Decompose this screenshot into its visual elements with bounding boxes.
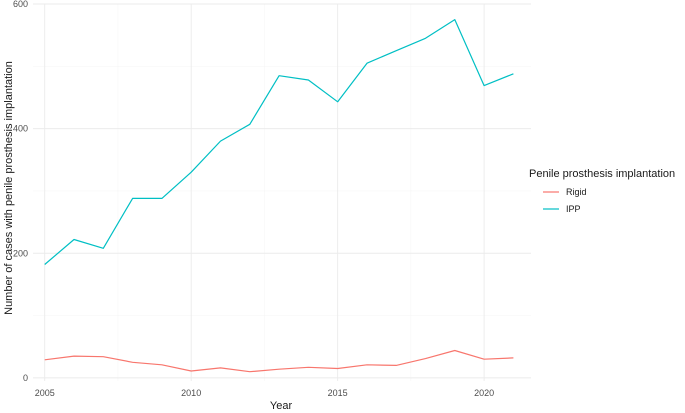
y-tick-label: 0 (23, 373, 28, 383)
x-tick-label: 2005 (35, 388, 55, 398)
x-tick-label: 2010 (181, 388, 201, 398)
y-tick-label: 200 (13, 248, 28, 258)
series-line-ipp (44, 19, 514, 265)
legend-label: Rigid (566, 187, 587, 197)
legend-label: IPP (566, 204, 581, 214)
legend-title: Penile prosthesis implantation (529, 168, 675, 180)
x-tick-label: 2015 (328, 388, 348, 398)
legend-item-ipp: IPP (543, 204, 581, 214)
legend-item-rigid: Rigid (543, 187, 587, 197)
y-axis-ticks: 0 200 400 600 (13, 0, 28, 383)
x-axis-ticks: 2005 2010 2015 2020 (35, 388, 494, 398)
x-axis-title: Year (270, 400, 293, 412)
y-tick-label: 400 (13, 124, 28, 134)
grid (33, 3, 531, 381)
series-line-rigid (44, 349, 514, 373)
legend: Penile prosthesis implantation Rigid IPP (529, 168, 675, 214)
y-tick-label: 600 (13, 0, 28, 9)
series-lines (44, 19, 514, 373)
x-tick-label: 2020 (474, 388, 494, 398)
y-axis-title: Number of cases with penile prosthesis i… (3, 61, 15, 315)
